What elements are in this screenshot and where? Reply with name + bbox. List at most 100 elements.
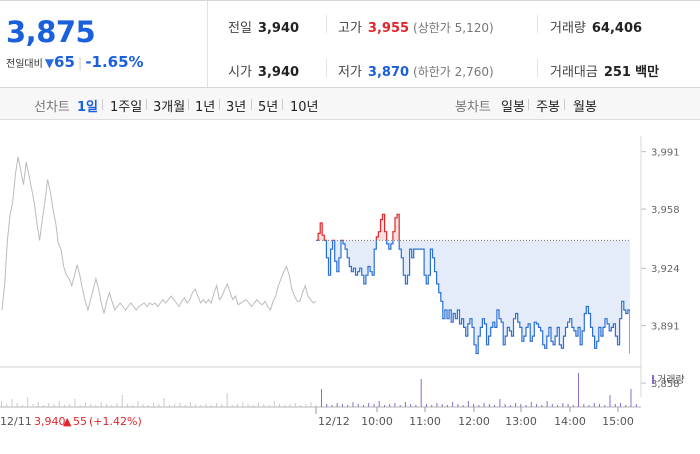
price-chart-svg: 3,991 3,958 3,924 3,891 3,858 거래량 12/11 3,94…: [0, 136, 685, 428]
low-value: 3,870: [367, 65, 410, 80]
today-series: [316, 213, 630, 355]
volume-bar: [315, 405, 317, 407]
volume-bar: [100, 402, 102, 407]
volume-bar: [347, 405, 349, 407]
tab-daily-candle[interactable]: 일봉: [501, 100, 525, 115]
high-value: 3,955: [367, 21, 410, 36]
volume-bar: [252, 405, 254, 407]
volume-bar: [153, 403, 155, 407]
volume-bar: [37, 402, 39, 407]
tab-1-day[interactable]: 1일: [77, 100, 99, 115]
volume-bar: [404, 402, 406, 407]
volume-bar: [268, 405, 270, 407]
volume-bar: [226, 393, 228, 407]
volume-bar: [599, 404, 600, 407]
volume-bar: [142, 404, 144, 407]
volume-bar: [394, 403, 396, 407]
x-axis-ticks: 10:00 11:00 12:00 13:00 14:00 15:00: [361, 407, 634, 428]
amount-unit: 백만: [635, 65, 660, 80]
divider: [326, 15, 327, 33]
below-reference-fill: [316, 214, 630, 354]
amount-label: 거래대금: [550, 65, 598, 80]
high-stat: 고가 3,955 (상한가 5,120): [338, 17, 494, 36]
volume-bar: [179, 403, 181, 407]
volume-bar: [121, 395, 123, 407]
volume-bar: [32, 404, 34, 407]
volume-bar: [525, 405, 527, 407]
volume-bar: [530, 402, 532, 407]
volume-bar: [520, 404, 522, 407]
volume-bar: [184, 405, 186, 407]
volume-bar: [189, 402, 191, 407]
lower-limit: (하한가 2,760): [413, 65, 494, 79]
tab-weekly-candle[interactable]: 주봉: [536, 100, 560, 115]
volume-bar: [48, 403, 50, 407]
divider: [102, 99, 103, 110]
volume-bar: [305, 404, 307, 407]
tab-3-months[interactable]: 3개월: [153, 100, 186, 115]
tab-1-year[interactable]: 1년: [195, 100, 216, 115]
amount-stat: 거래대금 251 백만: [550, 61, 659, 80]
volume-bar: [562, 403, 564, 407]
volume-bar: [237, 404, 239, 407]
volume-bar: [625, 405, 627, 407]
prev-close-value: 3,940: [257, 21, 300, 36]
volume-bar: [132, 405, 134, 407]
volume-bar: [593, 403, 595, 407]
tab-monthly-candle[interactable]: 월봉: [573, 100, 597, 115]
x-tick-label: 12:00: [458, 415, 490, 428]
y-tick-label: 3,958: [651, 205, 680, 216]
volume-bar: [604, 405, 606, 407]
volume-bar: [273, 401, 275, 407]
volume-bar: [331, 405, 333, 407]
volume-bar: [446, 405, 448, 407]
volume-bar: [147, 405, 149, 407]
volume-bar: [258, 403, 259, 407]
volume-bar: [452, 402, 454, 407]
prev-day-close: 3,940: [34, 415, 66, 428]
chart-period-tabs: 선차트 1일 1주일 3개월 1년 3년 5년 10년 봉차트 일봉 주봉 월봉: [0, 88, 700, 120]
tab-3-years[interactable]: 3년: [226, 100, 247, 115]
line-chart-label: 선차트: [34, 100, 70, 115]
volume-bar: [635, 404, 637, 407]
volume-bar: [509, 405, 511, 407]
down-arrow-icon: ▼: [44, 56, 55, 70]
amount-value: 251: [603, 65, 631, 80]
low-label: 저가: [338, 65, 362, 80]
tab-1-week[interactable]: 1주일: [110, 100, 143, 115]
volume-bar: [431, 405, 433, 407]
divider: [528, 99, 529, 110]
volume-bar: [310, 402, 312, 407]
volume-bar: [436, 403, 438, 407]
volume-bar: [263, 404, 265, 407]
volume-bar: [551, 404, 553, 407]
prev-close-stat: 전일 3,940: [228, 17, 299, 36]
volume-bar: [467, 401, 469, 407]
volume-bar: [614, 404, 616, 407]
volume-bar: [499, 399, 501, 407]
volume-bar: [174, 404, 176, 407]
volume-bar: [609, 395, 611, 407]
tab-5-years[interactable]: 5년: [258, 100, 279, 115]
volume-bar: [11, 399, 13, 407]
volume-bar: [279, 404, 280, 407]
intraday-price-chart[interactable]: 3,991 3,958 3,924 3,891 3,858 거래량 12/11 3,94…: [0, 121, 700, 450]
open-value: 3,940: [257, 65, 300, 80]
previous-day-line: [1, 156, 317, 314]
volume-bar: [494, 405, 496, 407]
divider: [537, 15, 538, 33]
volume-legend-label: 거래량: [657, 374, 685, 386]
x-tick-label: 11:00: [409, 415, 441, 428]
volume-bar: [111, 405, 113, 407]
prev-close-label: 전일: [228, 21, 252, 36]
volume-bar: [384, 405, 385, 407]
volume-bar: [43, 405, 44, 407]
volume-bar: [473, 404, 475, 407]
volume-bar: [284, 405, 286, 407]
volume-bar: [425, 404, 427, 407]
tab-10-years[interactable]: 10년: [290, 100, 319, 115]
volume-bar: [462, 405, 464, 407]
volume-bar: [79, 405, 81, 407]
prev-day-change-rate: (+1.42%): [89, 415, 142, 428]
volume-bar: [541, 405, 543, 407]
